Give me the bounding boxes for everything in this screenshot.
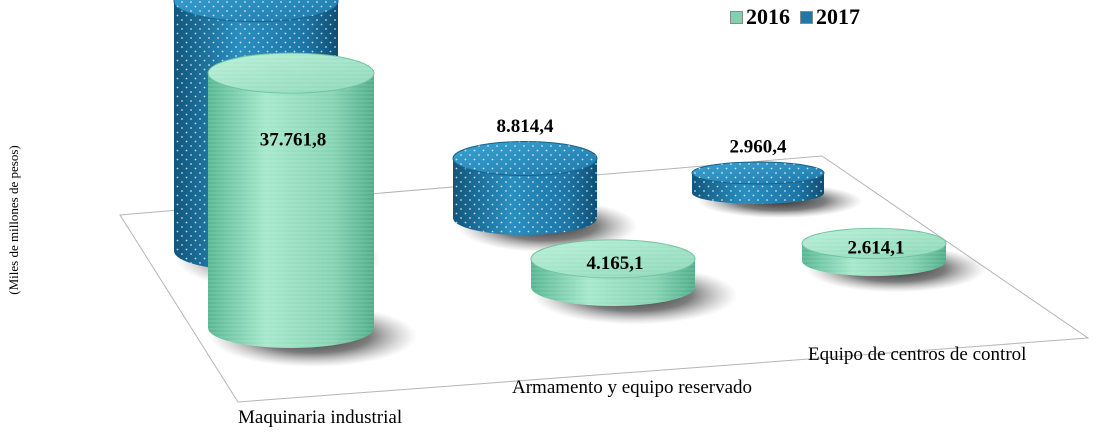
category-label-armamento: Armamento y equipo reservado xyxy=(512,377,753,398)
legend-item-2017: 2017 xyxy=(800,4,860,30)
bar-2017-1 xyxy=(452,141,637,253)
bar-2016-0 xyxy=(207,52,417,367)
legend-label-2016: 2016 xyxy=(746,4,790,29)
legend: 2016 2017 xyxy=(730,2,860,32)
data-label-2017-2: 2.960,4 xyxy=(730,136,788,157)
y-axis-label-container: (Miles de millones de pesos) xyxy=(2,70,26,370)
data-label-2016-0: 37.761,8 xyxy=(260,129,327,150)
legend-item-2016: 2016 xyxy=(730,4,790,30)
legend-label-2017: 2017 xyxy=(816,4,860,29)
bar-2016-2 xyxy=(801,227,986,293)
data-label-2016-2: 2.614,1 xyxy=(848,238,905,259)
y-axis-label: (Miles de millones de pesos) xyxy=(6,145,21,295)
bar-2017-2 xyxy=(691,161,863,219)
category-label-equipo: Equipo de centros de control xyxy=(808,344,1027,365)
legend-swatch-2016 xyxy=(730,10,743,24)
category-label-maquinaria: Maquinaria industrial xyxy=(238,407,403,428)
data-label-2017-1: 8.814,4 xyxy=(497,116,555,137)
bar-2016-1 xyxy=(530,239,738,325)
data-label-2016-1: 4.165,1 xyxy=(587,253,644,274)
legend-swatch-2017 xyxy=(800,10,813,24)
